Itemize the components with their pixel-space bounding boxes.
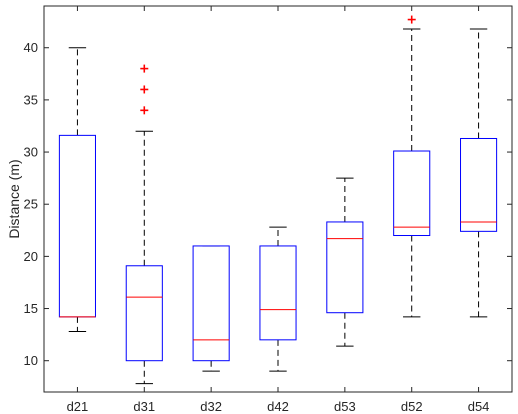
y-tick-label: 35 — [24, 92, 38, 107]
iqr-box — [393, 150, 431, 237]
y-tick-label: 40 — [24, 40, 38, 55]
outlier-marker — [140, 64, 149, 73]
y-tick-label: 10 — [24, 353, 38, 368]
y-tick-label: 15 — [24, 301, 38, 316]
x-axis: d21 d31 d32 d42 d53 d52 d54 — [67, 6, 490, 414]
x-tick-label: d32 — [200, 399, 222, 414]
box-d21 — [58, 47, 96, 332]
outlier-marker — [407, 15, 416, 24]
iqr-box — [326, 221, 364, 314]
box-d52 — [393, 15, 431, 318]
iqr-box — [58, 134, 96, 318]
y-tick-label: 25 — [24, 197, 38, 212]
y-axis-label: Distance (m) — [6, 159, 22, 238]
outlier-marker — [140, 85, 149, 94]
x-tick-label: d54 — [468, 399, 490, 414]
axes-frame — [43, 5, 513, 393]
box-d42 — [259, 226, 297, 372]
x-tick-label: d31 — [133, 399, 155, 414]
x-tick-label: d52 — [401, 399, 423, 414]
x-tick-label: d53 — [334, 399, 356, 414]
box-d31 — [125, 64, 163, 385]
iqr-box — [192, 245, 230, 362]
box-d32 — [192, 245, 230, 372]
x-tick-label: d42 — [267, 399, 289, 414]
y-tick-label: 20 — [24, 249, 38, 264]
box-d54 — [460, 28, 498, 318]
y-axis: 10 15 20 25 30 35 40 — [24, 40, 512, 368]
iqr-box — [125, 265, 163, 362]
outlier-marker — [140, 106, 149, 115]
x-tick-label: d21 — [67, 399, 89, 414]
iqr-box — [259, 245, 297, 341]
iqr-box — [460, 137, 498, 232]
plot-area — [58, 15, 498, 385]
box-d53 — [326, 177, 364, 347]
y-tick-label: 30 — [24, 145, 38, 160]
